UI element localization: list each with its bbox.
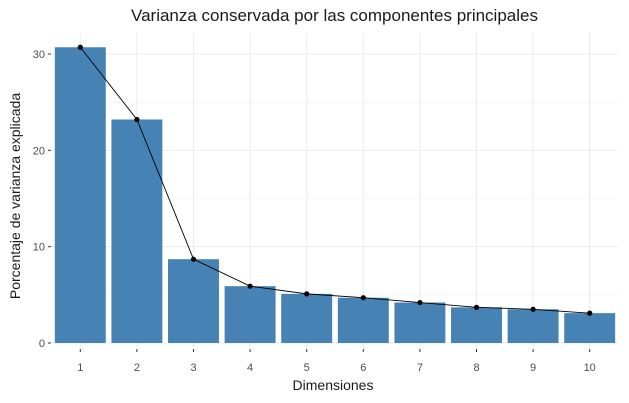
- bar-2: [111, 119, 163, 343]
- data-point-5: [304, 291, 310, 297]
- data-point-7: [417, 299, 423, 306]
- bar-10: [564, 313, 616, 343]
- x-tick-label: 4: [247, 362, 253, 374]
- bars: [54, 47, 616, 344]
- bar-1: [54, 47, 106, 344]
- x-tick-label: 1: [77, 362, 83, 374]
- data-point-10: [587, 310, 593, 316]
- x-tick-label: 10: [584, 362, 596, 374]
- bar-5: [281, 293, 333, 343]
- x-axis: 1 2 3 4 5 6 7 8 9 10: [77, 349, 596, 374]
- data-point-8: [473, 304, 480, 310]
- bar-9: [507, 309, 559, 343]
- y-tick-label: 10: [33, 242, 45, 254]
- y-tick-label: 0: [39, 338, 45, 350]
- data-point-2: [134, 116, 140, 123]
- x-tick-label: 8: [473, 362, 479, 374]
- y-tick-label: 30: [33, 49, 45, 61]
- y-tick-label: 20: [33, 145, 45, 157]
- bar-6: [337, 297, 389, 343]
- data-point-9: [530, 306, 536, 312]
- x-tick-label: 7: [417, 362, 423, 374]
- data-point-3: [190, 256, 197, 262]
- chart-title: Varianza conservada por las componentes …: [131, 6, 538, 25]
- x-tick-label: 5: [304, 362, 310, 374]
- x-axis-label: Dimensiones: [292, 377, 374, 393]
- bar-8: [451, 307, 502, 343]
- x-tick-label: 3: [190, 362, 196, 374]
- data-point-6: [360, 295, 366, 301]
- bar-3: [168, 259, 219, 343]
- x-tick-label: 2: [134, 362, 140, 374]
- trend-line: [77, 44, 593, 316]
- x-tick-label: 6: [360, 362, 366, 374]
- bar-7: [394, 302, 446, 343]
- data-point-4: [247, 283, 253, 289]
- y-axis: 0 10 20 30: [33, 49, 51, 350]
- bar-4: [224, 286, 276, 343]
- data-point-1: [77, 44, 83, 50]
- x-tick-label: 9: [530, 362, 536, 374]
